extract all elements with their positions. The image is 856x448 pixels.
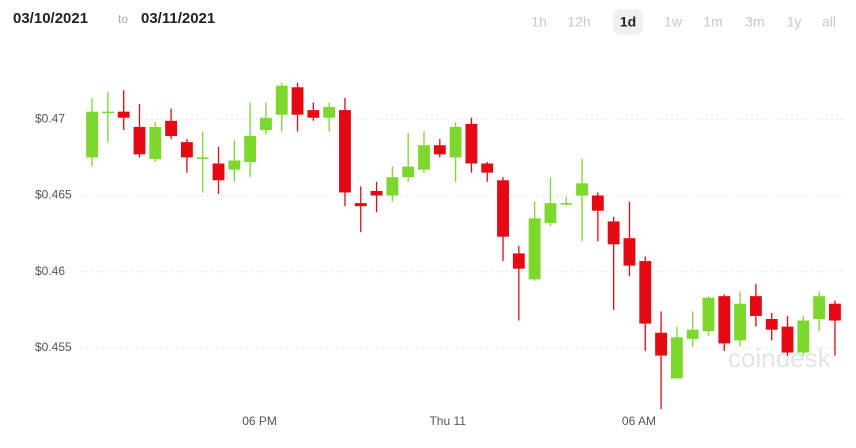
candle-body [244, 136, 257, 162]
watermark: coindesk [728, 343, 832, 373]
plot: coindesk [81, 82, 846, 409]
y-tick-label: $0.465 [35, 188, 72, 202]
candle-body [512, 253, 525, 269]
date-from: 03/10/2021 [13, 10, 88, 27]
candle-body [702, 297, 715, 332]
candle-body [212, 163, 225, 181]
candle-body [528, 218, 541, 280]
range-active-bg [613, 9, 643, 35]
candle-body [196, 157, 209, 159]
candle-body [260, 117, 272, 130]
candle-body [797, 320, 810, 353]
candle-body [765, 319, 778, 330]
y-tick-label: $0.47 [35, 111, 65, 125]
candle-body [749, 296, 762, 316]
y-tick-label: $0.46 [35, 264, 65, 278]
x-tick-label: Thu 11 [429, 414, 466, 428]
candle-body [576, 183, 588, 196]
candle-body [354, 203, 367, 207]
candle-body [544, 203, 557, 223]
range-button[interactable]: 1w [664, 14, 683, 30]
candle-body [560, 203, 573, 205]
range-button[interactable]: 3m [745, 14, 764, 30]
candle-body [418, 145, 430, 170]
candle-body [402, 166, 415, 178]
candle-body [133, 126, 146, 155]
candle-body [670, 337, 683, 379]
candle-body [307, 110, 320, 118]
range-selector: 1h 12h 1d 1w 1m 3m 1y all [531, 9, 836, 35]
candle-body [781, 326, 794, 353]
range-button[interactable]: 1d [620, 14, 636, 30]
candle-body [655, 332, 667, 356]
candle-body [117, 111, 130, 118]
candle-body [591, 195, 604, 211]
range-button[interactable]: 1y [787, 14, 802, 30]
candle-body [497, 180, 509, 237]
candle-body [291, 87, 304, 115]
candle-body [149, 126, 162, 159]
date-to: 03/11/2021 [141, 10, 215, 27]
candle-body [449, 126, 462, 158]
candle-body [386, 177, 399, 196]
candle-body [323, 107, 336, 118]
candle-body [165, 120, 178, 137]
candle-body [813, 296, 826, 319]
candle-body [718, 296, 731, 344]
candle-body [180, 142, 193, 158]
candle-body [228, 160, 241, 170]
candle-body [465, 123, 478, 164]
candle-body [433, 145, 446, 155]
candle-body [86, 111, 98, 158]
candle-body [734, 303, 747, 341]
x-tick-label: 06 PM [242, 414, 277, 428]
candle-body [607, 221, 620, 245]
range-button[interactable]: all [822, 14, 836, 30]
candle-body [623, 238, 636, 266]
candle-body [275, 85, 288, 115]
date-separator: to [118, 12, 128, 26]
x-tick-label: 06 AM [622, 414, 656, 428]
candle-body [481, 163, 494, 173]
candle-body [101, 111, 114, 114]
candle-body [639, 261, 652, 324]
candle-body [829, 303, 841, 321]
range-button[interactable]: 1m [703, 14, 722, 30]
range-button[interactable]: 1h [531, 14, 547, 30]
range-button[interactable]: 12h [567, 14, 590, 30]
candle-body [686, 329, 699, 339]
candle-body [370, 190, 383, 196]
y-tick-label: $0.455 [35, 340, 72, 354]
candle-body [339, 110, 351, 193]
